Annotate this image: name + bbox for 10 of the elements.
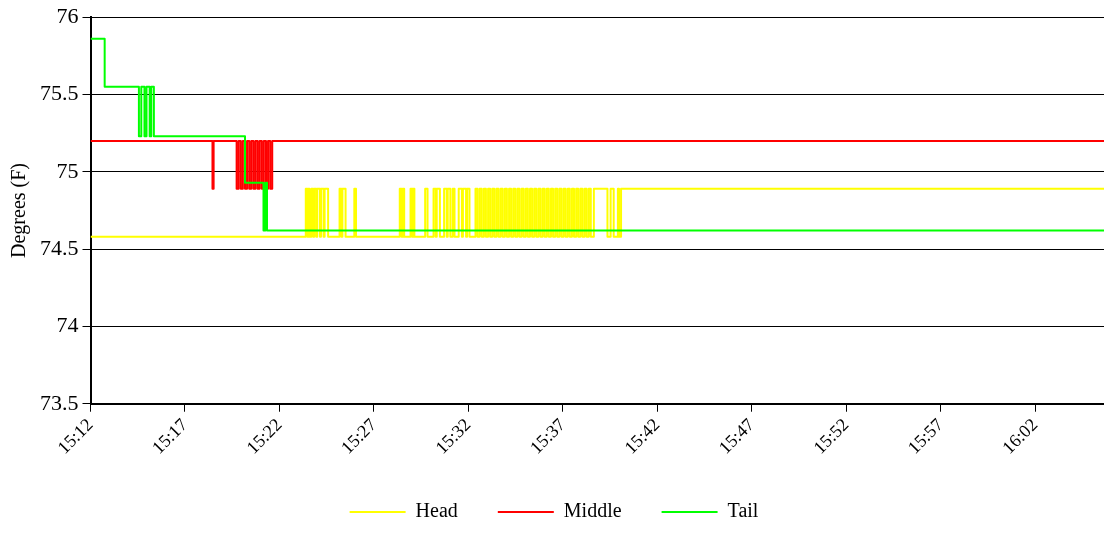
y-tick-label: 76 <box>56 2 79 28</box>
legend-label: Tail <box>727 499 759 522</box>
y-tick-label: 73.5 <box>40 389 79 415</box>
legend-label: Middle <box>563 499 622 522</box>
y-tick-label: 75.5 <box>40 80 79 106</box>
y-axis-title: Degrees (F) <box>7 162 31 258</box>
y-tick-label: 74.5 <box>40 234 79 260</box>
legend-label: Head <box>415 499 458 522</box>
y-tick-label: 75 <box>56 157 79 183</box>
y-tick-label: 74 <box>56 312 79 338</box>
